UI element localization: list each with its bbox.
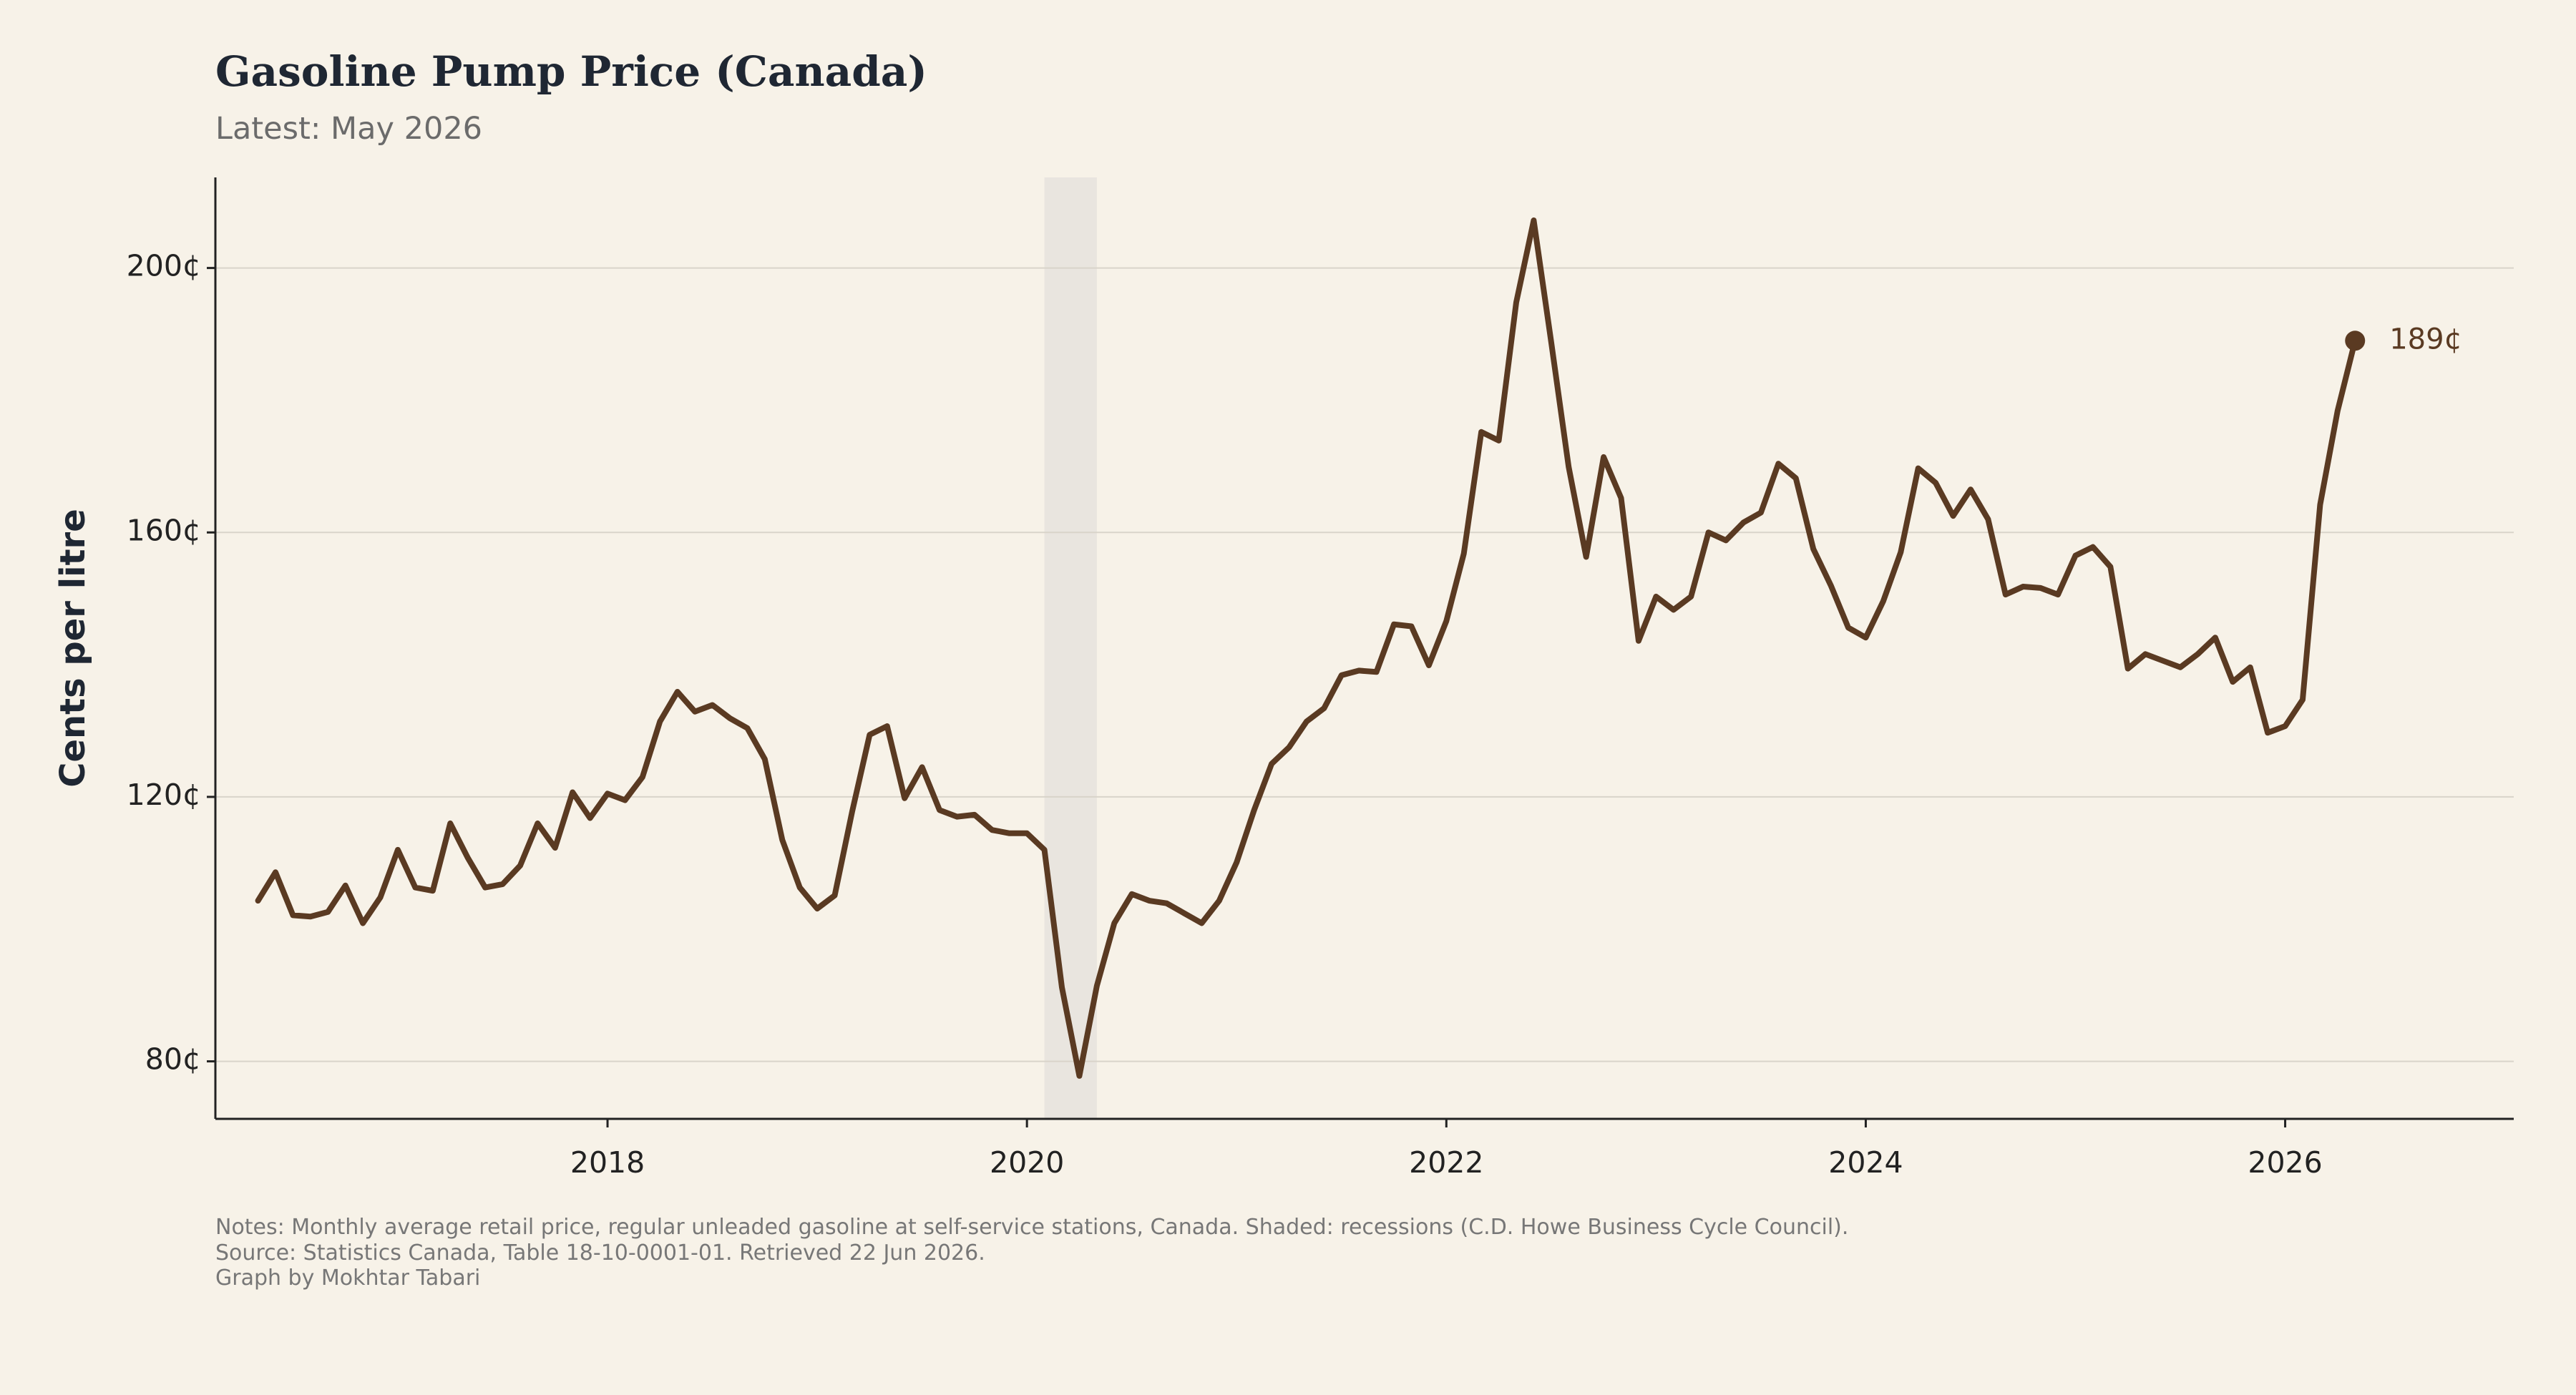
y-axis-label: Cents per litre [53, 509, 93, 788]
y-tick-label: 160¢ [127, 513, 201, 547]
x-tick-label: 2026 [2248, 1145, 2322, 1180]
x-tick-label: 2020 [990, 1145, 1064, 1180]
recession-shade [1044, 177, 1097, 1119]
value-label: 189¢ [2389, 323, 2462, 356]
chart-title: Gasoline Pump Price (Canada) [215, 47, 927, 96]
y-tick-label: 120¢ [127, 778, 201, 812]
note: Notes: Monthly average retail price, reg… [215, 1215, 1848, 1240]
x-tick-label: 2024 [1828, 1145, 1903, 1180]
note: Source: Statistics Canada, Table 18-10-0… [215, 1240, 985, 1266]
note: Graph by Mokhtar Tabari [215, 1266, 480, 1291]
y-tick-label: 200¢ [127, 249, 201, 283]
chart-subtitle: Latest: May 2026 [215, 111, 482, 147]
price-line [255, 217, 2358, 1079]
x-tick-label: 2022 [1409, 1145, 1483, 1180]
x-tick-label: 2018 [570, 1145, 645, 1180]
y-tick-label: 80¢ [145, 1042, 201, 1077]
latest-point [2345, 331, 2366, 351]
